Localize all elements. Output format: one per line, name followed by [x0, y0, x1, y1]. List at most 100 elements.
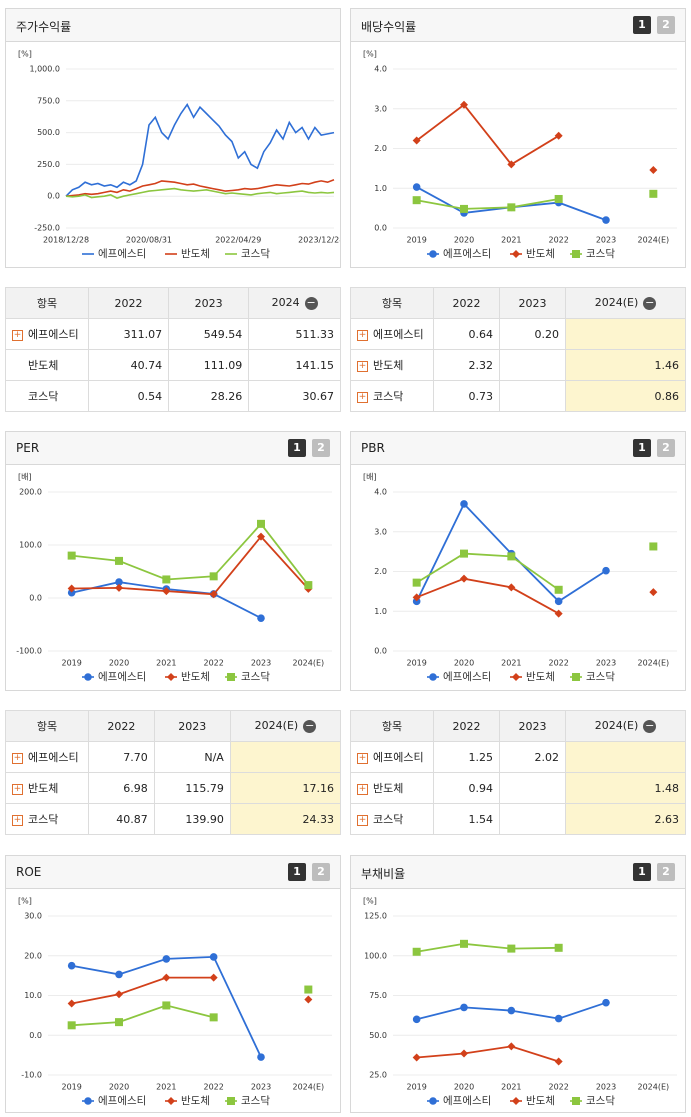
- value-cell: 2.63: [565, 803, 686, 835]
- marker: [84, 673, 92, 681]
- header-text: 2024: [271, 296, 300, 310]
- expand-icon[interactable]: +: [357, 391, 368, 403]
- cell-text: 28.26: [210, 389, 243, 403]
- chart-header: 부채비율 1 2: [351, 856, 685, 889]
- tab-button[interactable]: 2: [657, 439, 675, 457]
- y-tick-label: 20.0: [24, 951, 42, 960]
- x-tick-label: 2021: [156, 659, 176, 668]
- value-cell: 0.73: [433, 380, 500, 412]
- name-cell: 반도체: [5, 349, 89, 381]
- expand-icon[interactable]: +: [357, 783, 368, 795]
- marker: [507, 160, 516, 169]
- tab-button[interactable]: 2: [657, 16, 675, 34]
- collapse-icon[interactable]: −: [304, 295, 318, 310]
- value-cell: [229, 741, 342, 773]
- tab-button[interactable]: 1: [288, 439, 306, 457]
- table-row: + 반도체 2.32 1.46: [350, 349, 686, 381]
- marker: [412, 593, 421, 602]
- legend-label: 코스닥: [586, 1095, 615, 1107]
- value-cell: 549.54: [168, 318, 250, 350]
- marker: [460, 939, 468, 948]
- y-tick-label: 3.0: [374, 527, 387, 536]
- marker: [257, 614, 265, 622]
- name-cell: + 에프에스티: [5, 318, 89, 350]
- tab-button[interactable]: 2: [657, 863, 675, 881]
- x-tick-label: 2018/12/28: [43, 236, 89, 245]
- legend-label: 반도체: [181, 1095, 210, 1107]
- collapse-icon[interactable]: −: [643, 295, 657, 310]
- expand-icon[interactable]: +: [12, 814, 23, 826]
- x-tick-label: 2024(E): [638, 1083, 670, 1092]
- x-tick-label: 2020: [109, 659, 129, 668]
- x-tick-label: 2021: [501, 236, 521, 245]
- chart-title: 주가수익률: [16, 20, 72, 34]
- marker: [649, 189, 658, 198]
- value-cell: 111.09: [168, 349, 250, 381]
- cell-text: 6.98: [123, 781, 148, 795]
- marker: [209, 590, 218, 599]
- x-tick-label: 2020: [454, 1083, 474, 1092]
- cell-text: 40.87: [116, 812, 148, 826]
- value-cell: 24.33: [229, 803, 342, 835]
- marker: [507, 552, 516, 561]
- unit-label: [%]: [363, 897, 377, 906]
- tab-button[interactable]: 1: [288, 863, 306, 881]
- marker: [115, 578, 123, 586]
- name-cell: + 반도체: [5, 772, 89, 804]
- legend-label: 코스닥: [586, 248, 615, 260]
- legend-label: 반도체: [526, 248, 555, 260]
- expand-icon[interactable]: +: [357, 752, 368, 764]
- value-cell: [499, 803, 566, 835]
- header-cell: 2024(E) −: [565, 710, 686, 742]
- expand-icon[interactable]: +: [357, 814, 368, 826]
- tab-button[interactable]: 1: [633, 16, 651, 34]
- y-tick-label: 25.0: [369, 1071, 387, 1080]
- expand-icon[interactable]: +: [12, 329, 23, 341]
- tab-button[interactable]: 1: [633, 439, 651, 457]
- marker: [162, 973, 171, 982]
- value-cell: 0.64: [433, 318, 500, 350]
- tab-button[interactable]: 2: [312, 439, 330, 457]
- x-tick-label: 2019: [406, 236, 426, 245]
- marker: [67, 588, 76, 597]
- cell-text: 40.74: [130, 358, 163, 372]
- expand-icon[interactable]: +: [12, 783, 23, 795]
- marker: [84, 1097, 92, 1105]
- unit-label: [배]: [363, 473, 377, 482]
- value-cell: 511.33: [248, 318, 341, 350]
- marker: [115, 1018, 123, 1027]
- name-cell: + 반도체: [350, 349, 434, 381]
- header-cell: 2023: [168, 287, 250, 319]
- expand-icon[interactable]: +: [357, 329, 368, 341]
- y-tick-label: 50.0: [369, 1031, 387, 1040]
- series-line: [71, 535, 309, 596]
- marker: [227, 1097, 235, 1105]
- marker: [257, 1053, 265, 1061]
- cell-text: 549.54: [203, 327, 243, 341]
- x-tick-label: 2019: [61, 659, 81, 668]
- chart: [배] 0.0 1.0 2.0 3.0 4.0 2019 2020 2021 2022 2023 20…: [363, 473, 677, 683]
- y-tick-label: -100.0: [16, 647, 42, 656]
- marker: [554, 1057, 563, 1066]
- cell-text: 1.48: [654, 781, 680, 795]
- chart-header: PBR 1 2: [351, 432, 685, 465]
- cell-text: 코스닥: [28, 813, 59, 826]
- cell-text: 2.32: [468, 358, 494, 372]
- header-cell: 항목: [350, 710, 434, 742]
- collapse-icon[interactable]: −: [303, 718, 317, 733]
- collapse-icon[interactable]: −: [643, 718, 657, 733]
- header-row: 항목 2022 2023 2024−: [5, 287, 341, 319]
- cell-text: 0.86: [654, 389, 680, 403]
- marker: [115, 990, 123, 999]
- header-cell: 2022: [433, 710, 500, 742]
- name-cell: + 에프에스티: [5, 741, 89, 773]
- expand-icon[interactable]: +: [357, 360, 368, 372]
- tab-button[interactable]: 1: [633, 863, 651, 881]
- marker: [507, 1006, 516, 1015]
- expand-icon[interactable]: +: [12, 752, 23, 764]
- tab-button[interactable]: 2: [312, 863, 330, 881]
- marker: [162, 955, 171, 963]
- cell-text: 반도체: [28, 782, 59, 795]
- header-text: 2023: [194, 296, 223, 310]
- x-tick-label: 2022: [548, 236, 568, 245]
